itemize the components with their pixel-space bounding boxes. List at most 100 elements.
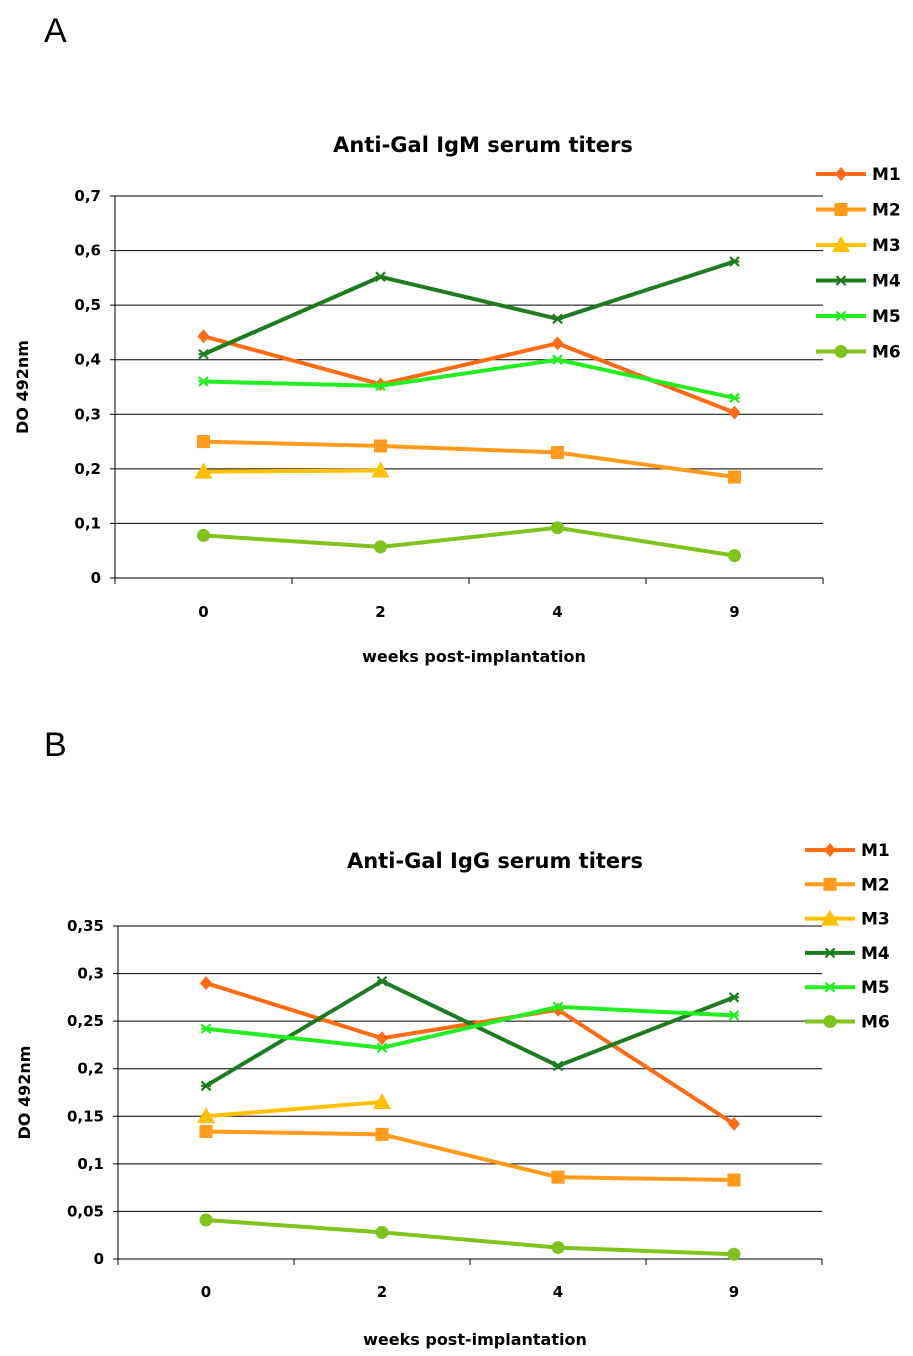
- series-line: [201, 357, 737, 400]
- legend-marker: [835, 167, 847, 181]
- data-point: [551, 1170, 565, 1184]
- y-axis-title: DO 492nm: [15, 1046, 34, 1140]
- data-point: [371, 461, 390, 478]
- legend-marker: [824, 843, 836, 857]
- series-m5: [198, 354, 740, 404]
- y-tick-label: 0,4: [74, 351, 101, 369]
- data-point: [376, 1042, 388, 1054]
- y-tick-label: 0,35: [67, 917, 104, 935]
- series-line: [204, 1100, 384, 1119]
- y-tick-label: 0,3: [77, 965, 104, 983]
- data-point: [729, 392, 740, 404]
- legend-label: M6: [861, 1013, 890, 1033]
- data-point: [194, 462, 213, 479]
- legend-marker: [832, 236, 850, 252]
- legend-marker: [835, 275, 847, 286]
- legend-item-m6: M6: [805, 1013, 890, 1033]
- legend-label: M2: [861, 875, 890, 895]
- chart-title: Anti-Gal IgG serum titers: [347, 849, 643, 873]
- legend-marker: [824, 981, 836, 993]
- y-tick-label: 0,05: [67, 1202, 104, 1220]
- x-tick-label: 9: [729, 603, 739, 621]
- legend-marker: [823, 1015, 837, 1028]
- legend-item-m5: M5: [816, 307, 901, 327]
- data-point: [199, 1125, 213, 1139]
- data-point: [198, 348, 209, 360]
- data-point: [552, 1001, 564, 1013]
- data-point: [375, 271, 386, 283]
- legend-marker: [835, 310, 847, 322]
- data-point: [200, 1080, 212, 1092]
- data-point: [197, 1107, 215, 1124]
- series-line: [201, 468, 383, 474]
- panel-label-b: B: [44, 726, 67, 764]
- x-tick-label: 9: [729, 1283, 739, 1301]
- series-m6: [197, 521, 741, 563]
- y-tick-label: 0,3: [74, 405, 101, 423]
- y-axis-title: DO 492nm: [13, 340, 32, 434]
- legend-item-m2: M2: [816, 201, 901, 221]
- data-point: [376, 975, 388, 987]
- legend-item-m3: M3: [805, 909, 890, 930]
- series-m4: [198, 256, 740, 360]
- x-tick-label: 2: [375, 603, 385, 621]
- data-point: [374, 540, 387, 554]
- series-line: [201, 259, 737, 357]
- legend-item-m4: M4: [805, 944, 890, 964]
- series-line: [204, 1217, 736, 1257]
- data-point: [551, 445, 564, 459]
- legend-label: M6: [872, 343, 901, 363]
- series-m2: [197, 435, 741, 484]
- x-axis-title: weeks post-implantation: [362, 647, 586, 666]
- y-tick-label: 0,2: [74, 460, 101, 478]
- legend-item-m5: M5: [805, 978, 890, 998]
- chart-title: Anti-Gal IgM serum titers: [333, 133, 633, 157]
- legend-label: M1: [872, 165, 901, 185]
- x-tick-label: 4: [552, 603, 562, 621]
- y-tick-label: 0,1: [74, 514, 101, 532]
- x-tick-label: 0: [198, 603, 208, 621]
- y-tick-label: 0,5: [74, 296, 101, 314]
- legend-item-m6: M6: [816, 343, 901, 363]
- series-line: [201, 525, 737, 558]
- data-point: [552, 354, 563, 365]
- legend-item-m1: M1: [816, 165, 901, 185]
- data-point: [728, 1116, 740, 1131]
- legend-item-m1: M1: [805, 841, 890, 861]
- data-point: [374, 439, 387, 453]
- legend-item-m2: M2: [805, 875, 890, 895]
- legend-label: M4: [861, 944, 890, 964]
- y-tick-label: 0: [91, 569, 101, 587]
- data-point: [729, 256, 740, 267]
- x-tick-label: 0: [201, 1283, 211, 1301]
- data-point: [200, 1023, 212, 1035]
- data-point: [373, 1093, 391, 1110]
- legend-label: M3: [861, 910, 890, 930]
- data-point: [552, 313, 563, 325]
- data-point: [728, 470, 741, 484]
- series-m3: [194, 461, 390, 479]
- y-tick-label: 0: [94, 1250, 104, 1268]
- panel-label-a: A: [44, 12, 67, 50]
- x-tick-label: 2: [377, 1283, 387, 1301]
- data-point: [727, 1247, 741, 1261]
- data-point: [728, 1010, 740, 1021]
- legend-marker: [821, 909, 839, 926]
- series-line: [204, 981, 736, 1126]
- y-tick-label: 0,15: [67, 1107, 104, 1125]
- y-tick-label: 0,25: [67, 1012, 104, 1030]
- legend-item-m3: M3: [816, 236, 901, 256]
- data-point: [376, 1031, 388, 1046]
- series-m6: [199, 1213, 741, 1261]
- series-line: [204, 1004, 736, 1050]
- y-tick-label: 0,2: [77, 1060, 104, 1078]
- data-point: [375, 380, 386, 392]
- data-point: [551, 1241, 565, 1255]
- legend-label: M2: [872, 201, 901, 221]
- series-line: [201, 439, 737, 480]
- data-point: [197, 528, 210, 542]
- legend-label: M5: [872, 307, 901, 327]
- data-point: [551, 521, 564, 535]
- series-m2: [199, 1125, 741, 1187]
